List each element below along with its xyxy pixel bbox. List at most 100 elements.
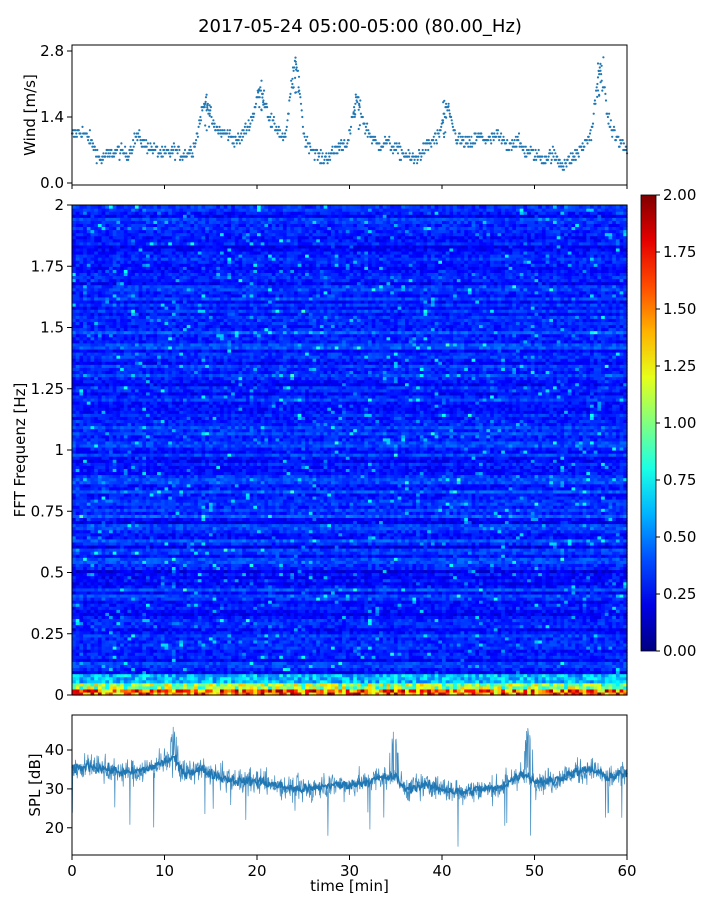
wind-point	[116, 149, 118, 151]
wind-point	[349, 129, 351, 131]
wind-point	[115, 152, 117, 154]
wind-point	[369, 132, 371, 134]
wind-point	[258, 106, 260, 108]
wind-point	[551, 159, 553, 161]
wind-point	[209, 113, 211, 115]
wind-point	[214, 123, 216, 125]
wind-point	[367, 136, 369, 138]
wind-point	[94, 146, 96, 148]
wind-point	[306, 146, 308, 148]
wind-point	[522, 149, 524, 151]
wind-point	[346, 142, 348, 144]
wind-point	[298, 86, 300, 88]
wind-point	[451, 123, 453, 125]
wind-point	[477, 132, 479, 134]
wind-point	[233, 142, 235, 144]
wind-point	[535, 149, 537, 151]
wind-point	[301, 109, 303, 111]
wind-point	[462, 136, 464, 138]
wind-point	[564, 159, 566, 161]
wind-point	[296, 66, 298, 68]
wind-point	[263, 90, 265, 92]
wind-point	[184, 149, 186, 151]
wind-point	[190, 149, 192, 151]
wind-point	[201, 109, 203, 111]
wind-point	[456, 142, 458, 144]
wind-point	[233, 146, 235, 148]
wind-point	[575, 159, 577, 161]
wind-point	[299, 93, 301, 95]
wind-point	[78, 129, 80, 131]
wind-point	[199, 116, 201, 118]
wind-point	[607, 123, 609, 125]
wind-point	[285, 136, 287, 138]
wind-point	[279, 129, 281, 131]
wind-point	[289, 96, 291, 98]
wind-point	[195, 139, 197, 141]
wind-point	[389, 142, 391, 144]
wind-point	[167, 149, 169, 151]
wind-point	[433, 136, 435, 138]
wind-point	[364, 132, 366, 134]
wind-point	[417, 159, 419, 161]
wind-point	[206, 129, 208, 131]
wind-point	[251, 116, 253, 118]
wind-point	[503, 139, 505, 141]
wind-point	[253, 113, 255, 115]
wind-point	[260, 109, 262, 111]
wind-point	[432, 139, 434, 141]
wind-point	[502, 136, 504, 138]
wind-point	[422, 149, 424, 151]
wind-point	[322, 152, 324, 154]
wind-point	[595, 90, 597, 92]
wind-point	[297, 70, 299, 72]
wind-point	[120, 142, 122, 144]
wind-point	[325, 156, 327, 158]
wind-point	[460, 142, 462, 144]
wind-point	[281, 136, 283, 138]
wind-point	[534, 156, 536, 158]
wind-point	[457, 136, 459, 138]
wind-point	[523, 146, 525, 148]
wind-point	[262, 104, 264, 106]
wind-point	[133, 146, 135, 148]
wind-point	[620, 142, 622, 144]
wind-point	[91, 139, 93, 141]
wind-point	[189, 146, 191, 148]
wind-point	[388, 136, 390, 138]
wind-point	[139, 136, 141, 138]
wind-point	[295, 63, 297, 65]
wind-point	[293, 66, 295, 68]
wind-point	[517, 139, 519, 141]
wind-point	[608, 113, 610, 115]
wind-point	[178, 149, 180, 151]
wind-point	[178, 146, 180, 148]
wind-point	[408, 156, 410, 158]
wind-point	[292, 87, 294, 89]
wind-point	[596, 96, 598, 98]
wind-point	[138, 129, 140, 131]
wind-point	[604, 93, 606, 95]
wind-point	[525, 156, 527, 158]
wind-point	[339, 146, 341, 148]
wind-y-ticks: 0.01.42.8	[40, 42, 72, 192]
wind-point	[314, 159, 316, 161]
wind-point	[599, 63, 601, 65]
wind-point	[530, 146, 532, 148]
wind-point	[565, 162, 567, 164]
wind-point	[249, 123, 251, 125]
wind-point	[285, 129, 287, 131]
wind-point	[470, 142, 472, 144]
wind-point	[259, 96, 261, 98]
wind-point	[208, 126, 210, 128]
wind-point	[596, 86, 598, 88]
wind-point	[501, 142, 503, 144]
wind-point	[255, 103, 257, 105]
wind-point	[611, 136, 613, 138]
wind-point	[358, 104, 360, 106]
wind-point	[197, 136, 199, 138]
wind-point	[548, 156, 550, 158]
wind-point	[354, 116, 356, 118]
wind-point	[423, 152, 425, 154]
wind-point	[589, 132, 591, 134]
